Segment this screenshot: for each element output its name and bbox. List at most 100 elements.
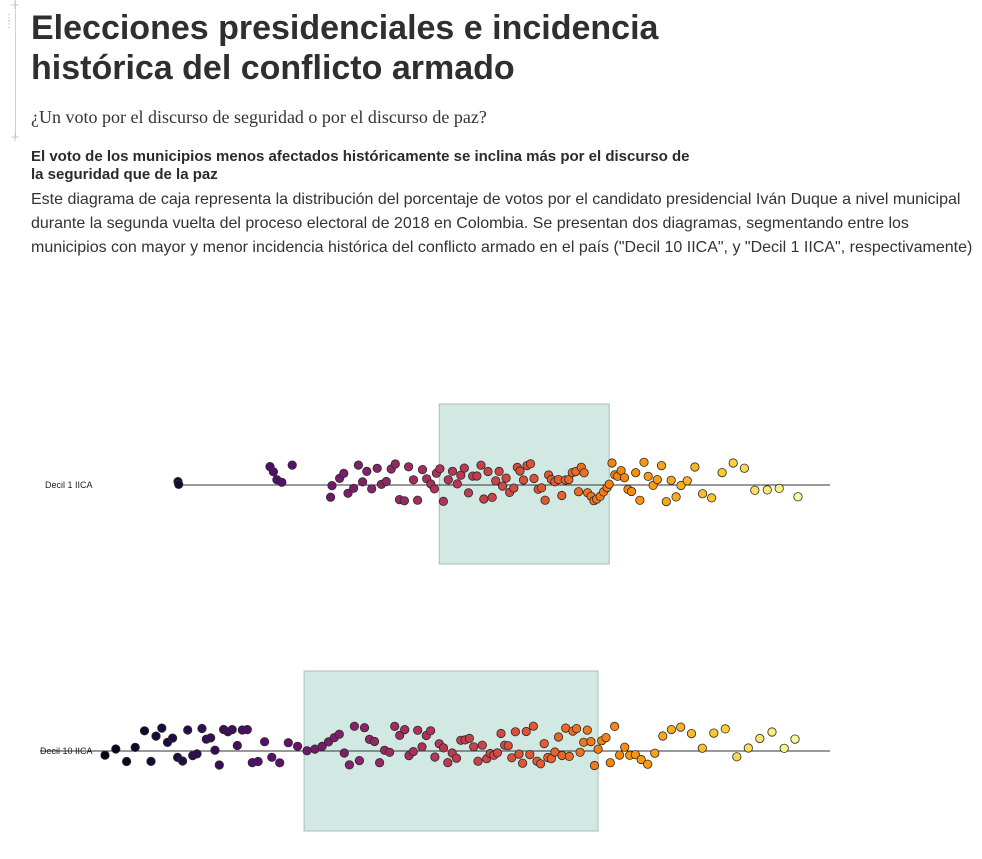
data-point: [571, 723, 582, 734]
data-point: [430, 752, 440, 762]
page-title: Elecciones presidenciales e incidencia h…: [31, 9, 659, 87]
data-point: [372, 463, 382, 473]
data-point: [417, 742, 427, 752]
data-point: [697, 743, 707, 753]
data-point: [317, 741, 327, 751]
data-point: [451, 753, 462, 763]
data-point: [227, 724, 237, 735]
data-point: [472, 471, 482, 481]
data-point: [412, 495, 423, 505]
chart-description: Este diagrama de caja representa la dist…: [31, 191, 973, 256]
data-point: [535, 759, 546, 769]
data-point: [503, 741, 513, 751]
data-point: [174, 479, 184, 490]
data-point: [479, 494, 489, 504]
data-point: [403, 462, 414, 472]
data-point: [492, 748, 502, 758]
data-point: [139, 726, 150, 736]
data-point: [464, 733, 474, 743]
data-point: [676, 722, 686, 732]
data-point: [620, 742, 630, 752]
data-point: [525, 459, 536, 469]
data-point: [362, 466, 372, 477]
data-point: [601, 732, 611, 743]
data-point: [793, 492, 803, 502]
data-point: [400, 724, 410, 735]
data-point: [168, 733, 178, 743]
data-point: [302, 746, 312, 756]
data-point: [283, 738, 293, 748]
data-point: [232, 740, 242, 751]
data-point: [206, 733, 216, 743]
data-point: [529, 473, 539, 484]
data-point: [550, 747, 560, 757]
data-point: [425, 726, 436, 736]
data-point: [157, 723, 167, 733]
data-point: [452, 479, 462, 489]
data-point: [557, 490, 567, 501]
data-point: [619, 473, 630, 483]
data-point: [476, 460, 486, 470]
data-point: [327, 481, 337, 491]
data-point: [643, 759, 653, 769]
data-point: [762, 485, 772, 495]
data-point: [728, 458, 738, 468]
data-point: [709, 728, 719, 738]
data-point: [650, 748, 660, 758]
data-point: [259, 737, 270, 747]
data-point: [652, 475, 662, 485]
data-point: [717, 468, 727, 478]
data-point: [536, 483, 547, 493]
chart-heading: El voto de los municipios menos afectado…: [31, 148, 690, 183]
gutter-line: [15, 0, 16, 138]
data-point: [334, 729, 344, 739]
category-label: Decil 1 IICA: [45, 480, 93, 490]
data-point: [553, 732, 564, 742]
data-point: [582, 725, 592, 735]
data-point: [515, 466, 525, 476]
data-point: [390, 721, 400, 731]
data-point: [593, 744, 603, 754]
data-point: [359, 723, 370, 733]
data-point: [743, 743, 753, 753]
data-point: [643, 471, 653, 482]
data-point: [210, 745, 220, 755]
data-point: [573, 487, 584, 497]
data-point: [635, 495, 645, 505]
data-point: [790, 734, 800, 744]
data-point: [459, 463, 469, 473]
data-point: [496, 728, 506, 739]
data-point: [183, 725, 193, 735]
data-point: [521, 726, 531, 737]
data-point: [197, 723, 207, 734]
data-point: [720, 724, 730, 734]
data-point: [268, 467, 278, 477]
data-point: [275, 758, 285, 768]
data-point: [690, 462, 700, 472]
data-point: [242, 724, 252, 735]
data-point: [130, 742, 140, 752]
data-point: [214, 760, 224, 770]
data-point: [151, 731, 161, 741]
data-point: [605, 758, 615, 768]
data-point: [755, 733, 765, 744]
data-point: [344, 760, 354, 770]
data-point: [686, 728, 697, 739]
data-point: [348, 483, 359, 493]
data-point: [395, 730, 405, 740]
data-point: [518, 475, 529, 485]
data-point: [604, 479, 614, 489]
data-point: [539, 738, 549, 749]
add-cell-bottom-icon[interactable]: +: [10, 130, 21, 144]
data-point: [443, 475, 453, 485]
data-point: [111, 744, 121, 754]
data-point: [609, 721, 620, 731]
data-point: [487, 492, 497, 503]
data-point: [636, 754, 646, 765]
data-point: [381, 476, 391, 487]
data-point: [739, 463, 750, 473]
drag-handle-icon[interactable]: ⋮ ⋮: [4, 13, 14, 30]
data-point: [676, 480, 686, 491]
data-point: [575, 747, 585, 757]
add-cell-top-icon[interactable]: +: [10, 0, 21, 12]
